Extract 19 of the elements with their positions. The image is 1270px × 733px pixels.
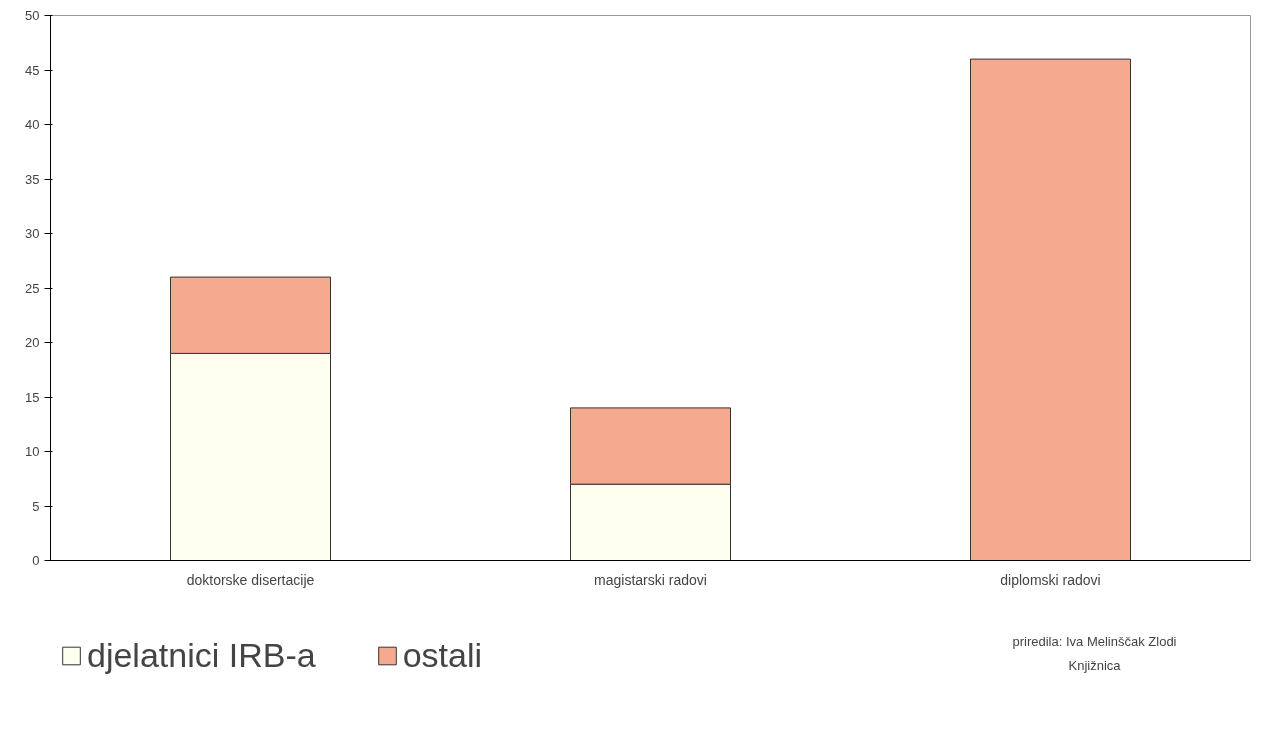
bar bbox=[970, 58, 1131, 561]
legend-label: djelatnici IRB-a bbox=[87, 635, 316, 675]
y-tick-label: 50 bbox=[25, 8, 40, 23]
y-tick-label: 5 bbox=[32, 498, 40, 514]
y-tick-label: 35 bbox=[25, 171, 40, 187]
y-tick-label: 10 bbox=[25, 444, 40, 459]
y-tick-label: 40 bbox=[25, 117, 40, 132]
x-tick-label: diplomski radovi bbox=[1000, 571, 1101, 588]
x-tick-label: magistarski radovi bbox=[594, 571, 707, 588]
y-tick-label: 15 bbox=[25, 389, 40, 405]
y-tick-label: 30 bbox=[25, 226, 40, 241]
y-tick-label: 0 bbox=[32, 553, 40, 568]
text: priredila: Iva Melinščak Zlodi bbox=[1012, 633, 1177, 649]
x-tick-label: doktorske disertacije bbox=[186, 571, 315, 588]
text: Knjižnica bbox=[1068, 657, 1122, 673]
y-tick-label: 45 bbox=[25, 62, 40, 78]
y-tick-label: 20 bbox=[25, 335, 40, 350]
legend-label: ostali bbox=[402, 635, 483, 675]
y-tick-label: 25 bbox=[25, 280, 40, 296]
